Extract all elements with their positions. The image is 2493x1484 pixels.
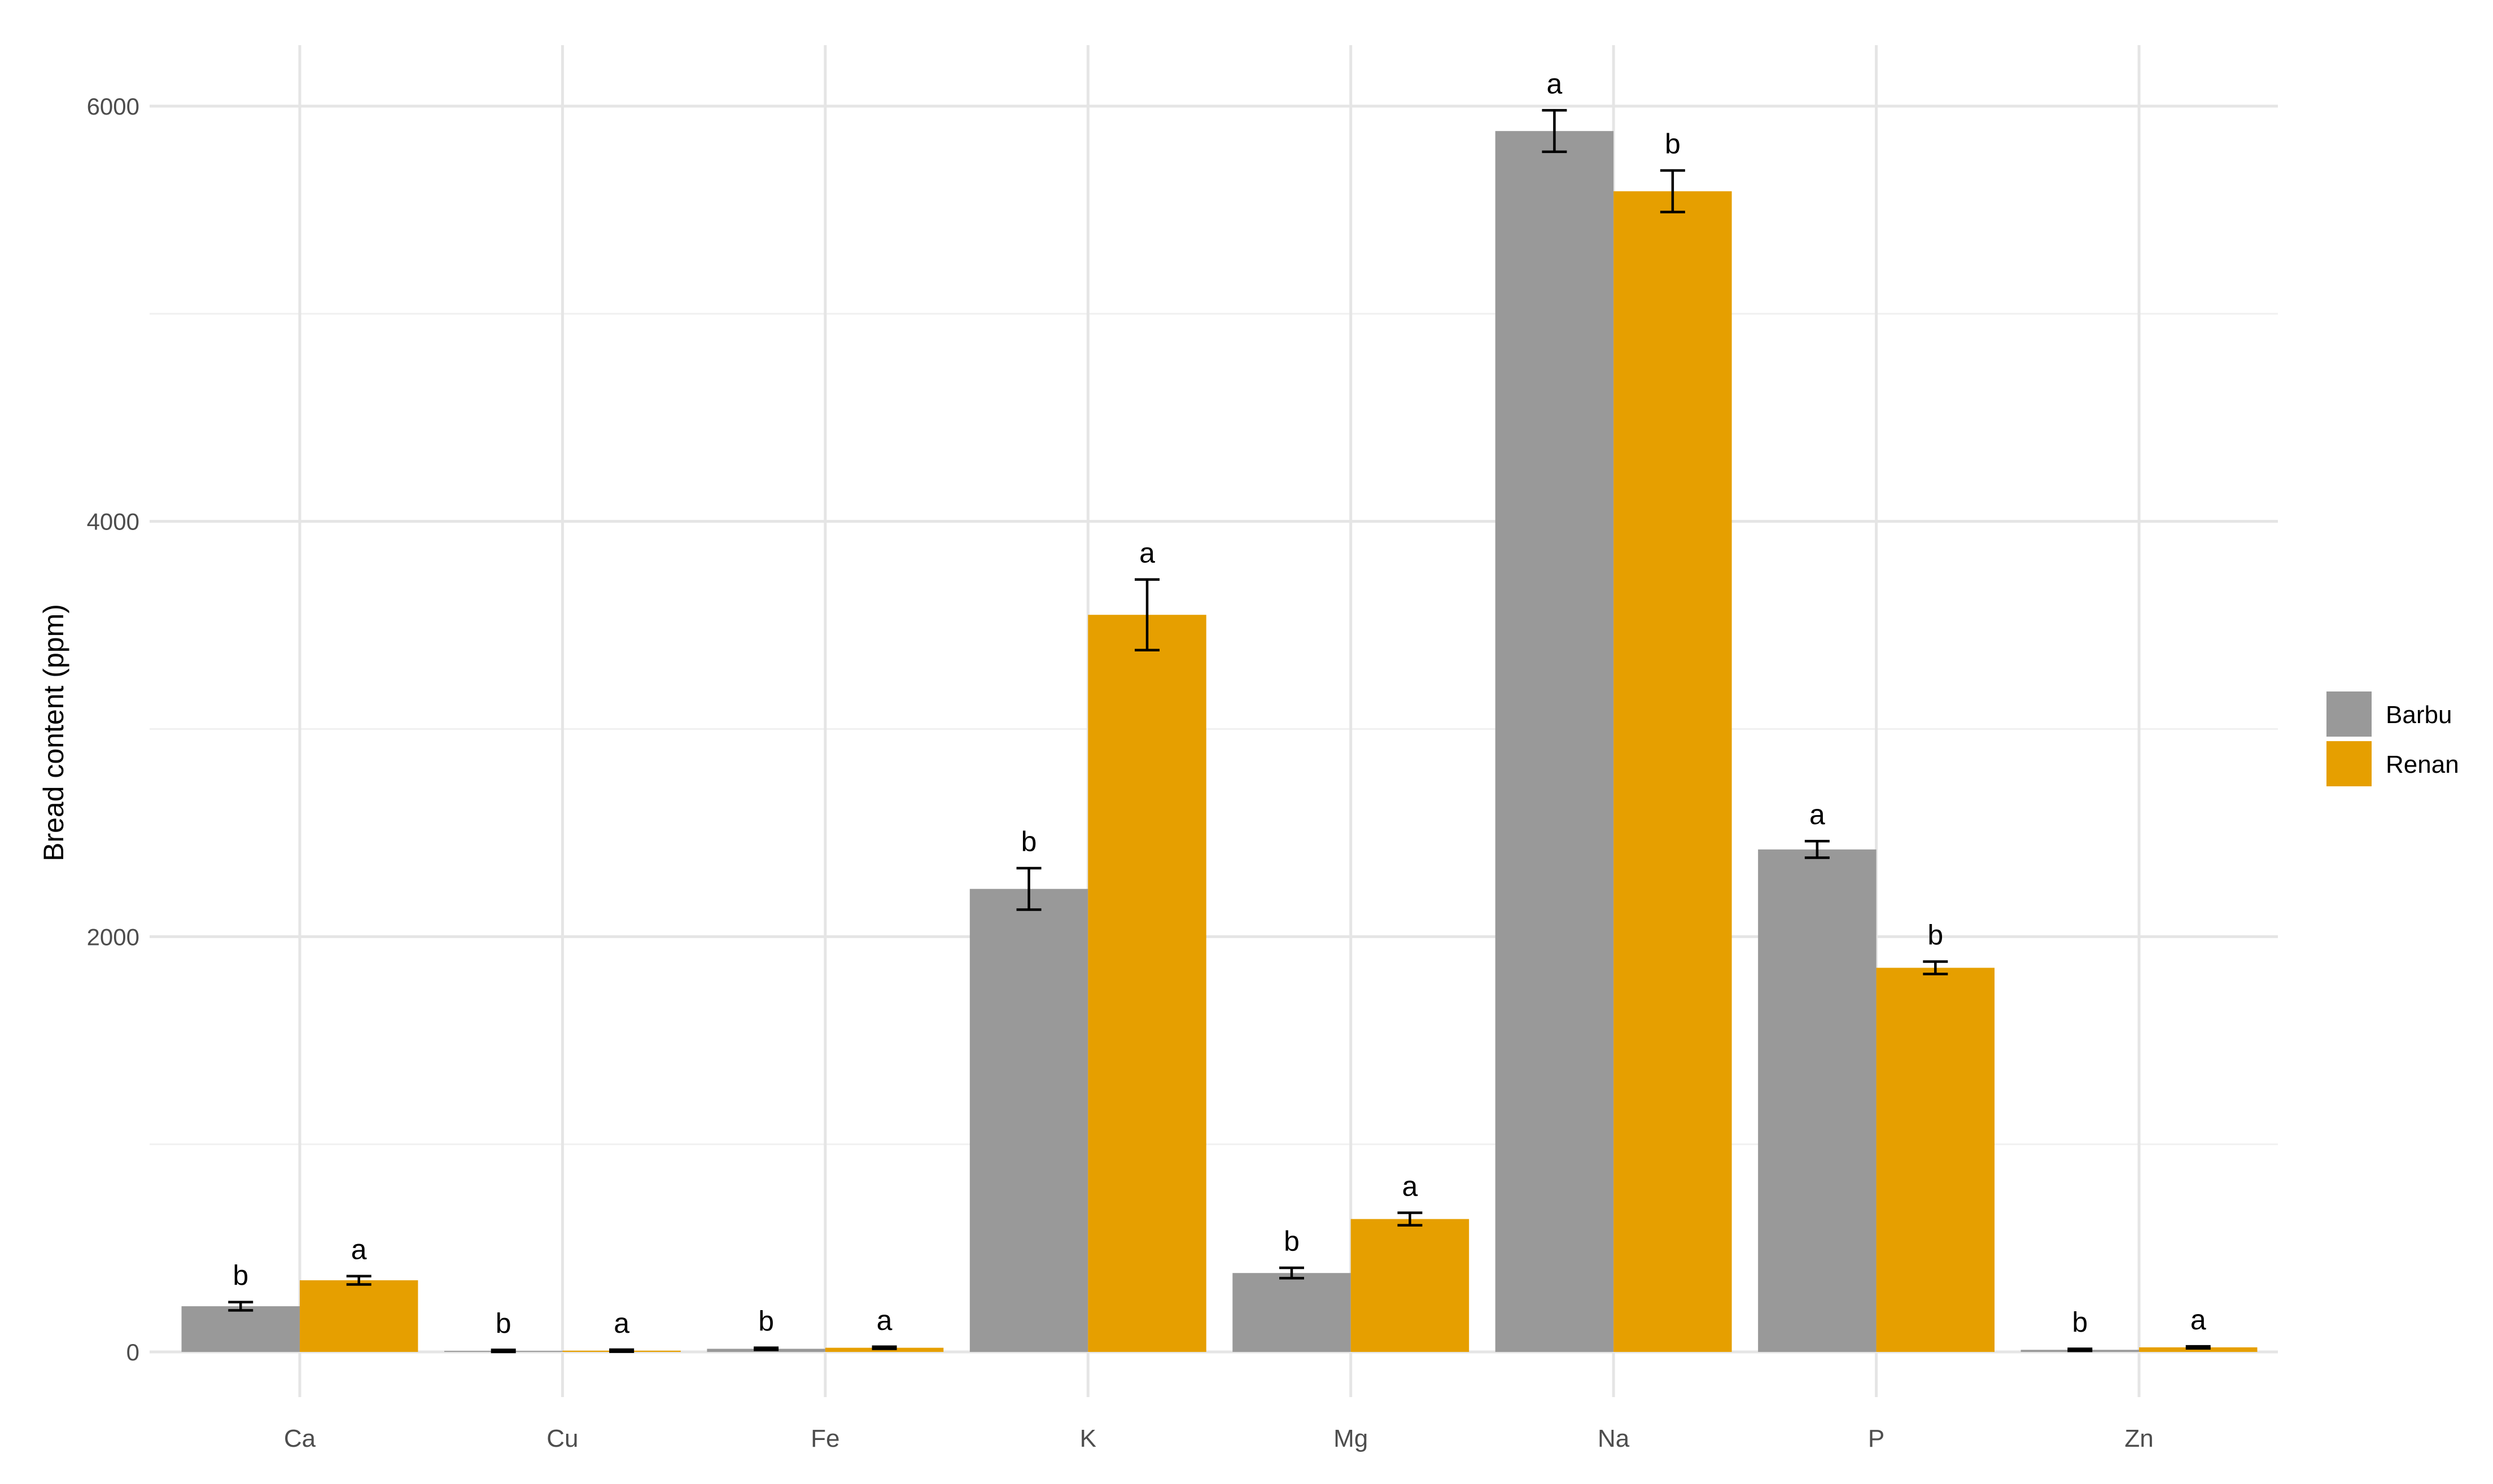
- bar: [1876, 968, 1995, 1352]
- bar: [1232, 1273, 1351, 1352]
- bar: [299, 1280, 418, 1352]
- significance-letter: b: [1021, 826, 1037, 857]
- x-tick-label: Na: [1598, 1425, 1630, 1452]
- significance-letter: a: [1139, 537, 1155, 569]
- bars: [181, 131, 2258, 1352]
- significance-letter: a: [1402, 1171, 1418, 1202]
- bar: [1350, 1219, 1469, 1352]
- significance-letter: b: [758, 1306, 774, 1337]
- y-tick-label: 4000: [87, 509, 139, 535]
- significance-letters: b b b b b a a b a a a a a b b a: [233, 68, 2206, 1339]
- bar: [181, 1306, 300, 1352]
- significance-letter: a: [351, 1234, 367, 1266]
- significance-letter: b: [496, 1307, 511, 1339]
- legend: Barbu Renan: [2326, 691, 2459, 786]
- y-tick-label: 6000: [87, 93, 139, 120]
- error-bars: [228, 109, 2211, 1354]
- significance-letter: b: [233, 1260, 248, 1292]
- x-tick-label: Ca: [284, 1425, 316, 1452]
- legend-label: Barbu: [2386, 701, 2452, 729]
- x-tick-label: Mg: [1333, 1425, 1368, 1452]
- significance-letter: b: [1927, 919, 1943, 951]
- x-tick-label: K: [1080, 1425, 1096, 1452]
- bar: [1088, 615, 1206, 1352]
- axes: 0 2000 4000 6000 Ca Cu Fe K Mg Na P Zn: [87, 93, 2154, 1452]
- x-tick-label: Cu: [546, 1425, 578, 1452]
- significance-letter: b: [1284, 1225, 1300, 1257]
- y-tick-label: 2000: [87, 923, 139, 950]
- legend-swatch: [2326, 691, 2372, 737]
- x-tick-label: P: [1868, 1425, 1884, 1452]
- significance-letter: a: [1547, 68, 1563, 99]
- significance-letter: a: [877, 1304, 893, 1336]
- significance-letter: a: [1809, 799, 1825, 830]
- x-tick-label: Fe: [811, 1425, 839, 1452]
- bar: [1613, 191, 1732, 1352]
- significance-letter: a: [614, 1307, 629, 1339]
- significance-letter: b: [2072, 1306, 2088, 1338]
- significance-letter: a: [2190, 1304, 2206, 1336]
- y-tick-label: 0: [126, 1339, 139, 1365]
- bar: [969, 888, 1088, 1352]
- x-tick-label: Zn: [2124, 1425, 2153, 1452]
- y-axis-title: Bread content (ppm): [38, 604, 69, 861]
- legend-label: Renan: [2386, 751, 2459, 778]
- legend-swatch: [2326, 741, 2372, 786]
- bar: [1758, 849, 1877, 1352]
- bar: [1495, 131, 1614, 1352]
- significance-letter: b: [1665, 128, 1681, 160]
